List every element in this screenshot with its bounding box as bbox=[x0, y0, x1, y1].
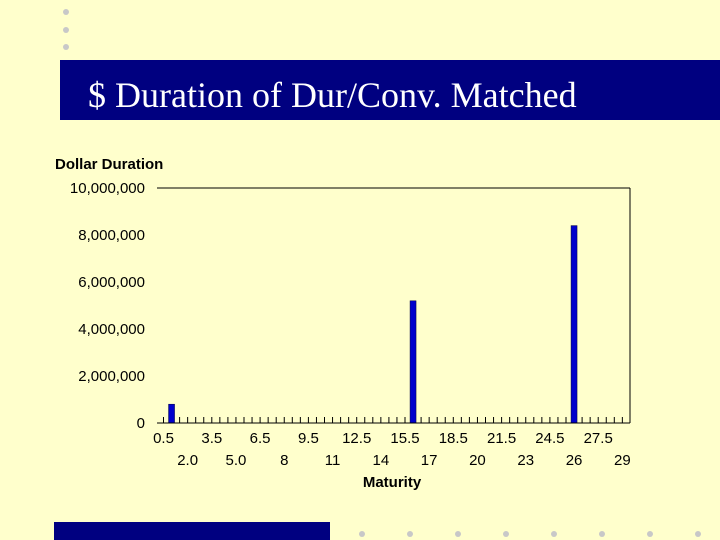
bullet-dot bbox=[647, 531, 653, 537]
bullet-dot bbox=[407, 531, 413, 537]
y-axis-ticks: 0 2,000,000 4,000,000 6,000,000 8,000,000 10,… bbox=[70, 180, 145, 432]
y-tick-label: 6,000,000 bbox=[78, 274, 145, 291]
y-tick-label: 0 bbox=[137, 415, 145, 432]
y-axis-title: Dollar Duration bbox=[55, 156, 163, 173]
bullet-dot-2 bbox=[63, 27, 69, 33]
bullet-dot bbox=[551, 531, 557, 537]
bar bbox=[409, 300, 417, 424]
x-tick-label: 21.5 bbox=[487, 430, 516, 447]
slide-title: $ Duration of Dur/Conv. Matched bbox=[88, 75, 577, 115]
bullet-dot bbox=[359, 531, 365, 537]
title-band bbox=[60, 60, 720, 120]
x-tick-label: 27.5 bbox=[584, 430, 613, 447]
bullet-dot bbox=[599, 531, 605, 537]
y-tick-label: 2,000,000 bbox=[78, 368, 145, 385]
y-tick-label: 8,000,000 bbox=[78, 227, 145, 244]
x-tick-label: 11 bbox=[325, 452, 341, 469]
x-tick-label: 26 bbox=[566, 452, 583, 469]
x-tick-label: 6.5 bbox=[250, 430, 271, 447]
bar-chart: 0 2,000,000 4,000,000 6,000,000 8,000,000 10,… bbox=[55, 156, 631, 491]
x-axis-title: Maturity bbox=[363, 474, 422, 491]
x-tick-label: 8 bbox=[280, 452, 288, 469]
bars bbox=[168, 225, 578, 424]
x-tick-label: 20 bbox=[469, 452, 486, 469]
x-tick-label: 17 bbox=[421, 452, 438, 469]
x-tick-label: 15.5 bbox=[390, 430, 419, 447]
x-axis-ticks: 0.5 3.5 6.5 9.5 12.5 15.5 18.5 21.5 24.5 27.5 2.0 5… bbox=[153, 417, 631, 469]
x-tick-label: 2.0 bbox=[177, 452, 198, 469]
x-tick-label: 23 bbox=[517, 452, 534, 469]
y-tick-label: 10,000,000 bbox=[70, 180, 145, 197]
x-tick-label: 18.5 bbox=[439, 430, 468, 447]
x-tick-label: 24.5 bbox=[535, 430, 564, 447]
x-tick-label: 29 bbox=[614, 452, 631, 469]
x-tick-label: 9.5 bbox=[298, 430, 319, 447]
bullet-dot bbox=[503, 531, 509, 537]
y-tick-label: 4,000,000 bbox=[78, 321, 145, 338]
x-tick-label: 14 bbox=[373, 452, 390, 469]
bullet-dot-3 bbox=[63, 44, 69, 50]
x-tick-label: 0.5 bbox=[153, 430, 174, 447]
x-tick-label: 5.0 bbox=[226, 452, 247, 469]
bullet-dot bbox=[455, 531, 461, 537]
x-tick-label: 3.5 bbox=[201, 430, 222, 447]
bullet-dot bbox=[695, 531, 701, 537]
bullet-dot-1 bbox=[63, 9, 69, 15]
bottom-accent-bar bbox=[54, 522, 330, 540]
x-tick-label: 12.5 bbox=[342, 430, 371, 447]
bar bbox=[168, 403, 175, 424]
bar bbox=[570, 225, 578, 424]
